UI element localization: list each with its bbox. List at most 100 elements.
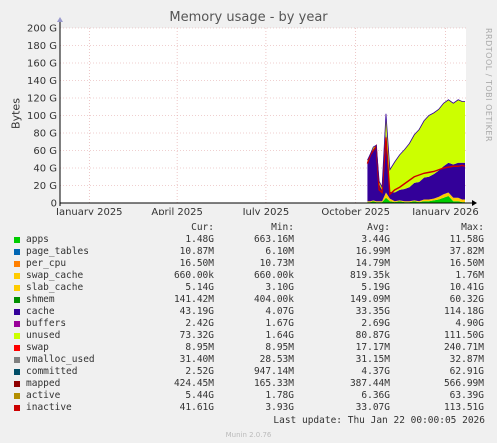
legend-max: 113.51G — [443, 402, 484, 413]
legend-row-page_tables: page_tables 10.87M 6.10M 16.99M 37.82M — [14, 246, 489, 258]
legend-row-inactive: inactive 41.61G 3.93G 33.07G 113.51G — [14, 402, 489, 414]
legend-row-slab_cache: slab_cache 5.14G 3.10G 5.19G 10.41G — [14, 282, 489, 294]
legend-swatch — [14, 369, 20, 375]
legend-row-committed: committed 2.52G 947.14M 4.37G 62.91G — [14, 366, 489, 378]
legend-min: 10.73M — [259, 258, 294, 269]
legend-swatch — [14, 261, 20, 267]
legend-cur: 16.50M — [179, 258, 214, 269]
legend-max: 62.91G — [449, 366, 484, 377]
legend-avg: 16.99M — [355, 246, 390, 257]
legend-row-unused: unused 73.32G 1.64G 80.87G 111.50G — [14, 330, 489, 342]
legend-cur: 5.44G — [185, 390, 214, 401]
legend-name: committed — [26, 366, 78, 377]
legend-max: 114.18G — [443, 306, 484, 317]
legend-swatch — [14, 297, 20, 303]
chart-title: Memory usage - by year — [169, 10, 328, 25]
legend-row-vmalloc_used: vmalloc_used 31.40M 28.53M 31.15M 32.87M — [14, 354, 489, 366]
legend-max: 240.71M — [443, 342, 484, 353]
legend-cur: 2.52G — [185, 366, 214, 377]
legend-row-cache: cache 43.19G 4.07G 33.35G 114.18G — [14, 306, 489, 318]
legend-swatch — [14, 333, 20, 339]
legend-min: 6.10M — [265, 246, 294, 257]
legend-swatch — [14, 345, 20, 351]
legend-name: swap — [26, 342, 49, 353]
legend-min: 404.00k — [253, 294, 294, 305]
legend-name: vmalloc_used — [26, 354, 95, 365]
legend-cur: 43.19G — [179, 306, 214, 317]
legend-min: 3.93G — [265, 402, 294, 413]
x-tick-label: October 2025 — [321, 207, 390, 215]
legend-name: buffers — [26, 318, 67, 329]
x-tick-label: January 2026 — [411, 207, 479, 215]
legend-max: 10.41G — [449, 282, 484, 293]
legend-min: 947.14M — [253, 366, 294, 377]
y-axis-arrow — [57, 17, 63, 22]
legend-name: cache — [26, 306, 55, 317]
legend-swatch — [14, 405, 20, 411]
y-tick-label: 60 G — [33, 146, 57, 157]
legend-header: Cur: Min: Avg: Max: — [14, 222, 489, 234]
legend-avg: 5.19G — [361, 282, 390, 293]
legend-min: 663.16M — [253, 234, 294, 245]
y-tick-label: 180 G — [27, 41, 57, 52]
legend-avg: 3.44G — [361, 234, 390, 245]
legend-row-buffers: buffers 2.42G 1.67G 2.69G 4.90G — [14, 318, 489, 330]
legend-avg: 6.36G — [361, 390, 390, 401]
memory-chart: 0 20 G 40 G 60 G 80 G 100 G 120 G 140 G 160 G 180… — [27, 17, 479, 215]
x-tick-label: April 2025 — [151, 207, 202, 215]
x-axis-arrow — [472, 200, 477, 206]
legend-row-shmem: shmem 141.42M 404.00k 149.09M 60.32G — [14, 294, 489, 306]
legend-min: 28.53M — [259, 354, 294, 365]
legend-cur: 5.14G — [185, 282, 214, 293]
x-tick-label: July 2025 — [242, 207, 290, 215]
legend-avg: 2.69G — [361, 318, 390, 329]
legend-swatch — [14, 237, 20, 243]
legend-swatch — [14, 249, 20, 255]
col-max-header: Max: — [461, 222, 484, 233]
legend-swatch — [14, 309, 20, 315]
legend-cur: 31.40M — [179, 354, 214, 365]
legend-cur: 424.45M — [173, 378, 214, 389]
col-cur-header: Cur: — [191, 222, 214, 233]
legend-min: 8.95M — [265, 342, 294, 353]
legend-cur: 8.95M — [185, 342, 214, 353]
legend-row-swap: swap 8.95M 8.95M 17.17M 240.71M — [14, 342, 489, 354]
legend-max: 1.76M — [455, 270, 484, 281]
y-tick-label: 120 G — [27, 94, 57, 105]
munin-version: Munin 2.0.76 — [225, 431, 272, 439]
legend-avg: 17.17M — [355, 342, 390, 353]
legend-swatch — [14, 357, 20, 363]
line-stack-top — [367, 99, 466, 188]
legend-max: 32.87M — [449, 354, 484, 365]
legend-avg: 149.09M — [349, 294, 390, 305]
legend-cur: 10.87M — [179, 246, 214, 257]
legend-avg: 819.35k — [349, 270, 390, 281]
legend-name: mapped — [26, 378, 61, 389]
legend-avg: 33.07G — [355, 402, 390, 413]
legend-row-swap_cache: swap_cache 660.00k 660.00k 819.35k 1.76M — [14, 270, 489, 282]
legend-name: slab_cache — [26, 282, 84, 293]
y-tick-label: 0 — [51, 199, 57, 210]
col-min-header: Min: — [271, 222, 294, 233]
y-tick-label: 200 G — [27, 24, 57, 35]
legend-max: 4.90G — [455, 318, 484, 329]
legend-max: 566.99M — [443, 378, 484, 389]
legend-name: unused — [26, 330, 61, 341]
legend-max: 37.82M — [449, 246, 484, 257]
legend-max: 111.50G — [443, 330, 484, 341]
legend-table: Cur: Min: Avg: Max: apps 1.48G 663.16M 3.44… — [14, 222, 489, 414]
y-tick-label: 160 G — [27, 59, 57, 70]
legend-cur: 1.48G — [185, 234, 214, 245]
legend-cur: 73.32G — [179, 330, 214, 341]
line-committed — [366, 137, 466, 196]
rrdtool-watermark: RRDTOOL / TOBI OETIKER — [484, 28, 493, 143]
legend-swatch — [14, 381, 20, 387]
legend-avg: 4.37G — [361, 366, 390, 377]
legend-avg: 80.87G — [355, 330, 390, 341]
legend-avg: 14.79M — [355, 258, 390, 269]
legend-name: shmem — [26, 294, 55, 305]
y-tick-label: 140 G — [27, 76, 57, 87]
y-tick-label: 20 G — [33, 181, 57, 192]
area-unused — [367, 99, 466, 193]
legend-name: swap_cache — [26, 270, 84, 281]
